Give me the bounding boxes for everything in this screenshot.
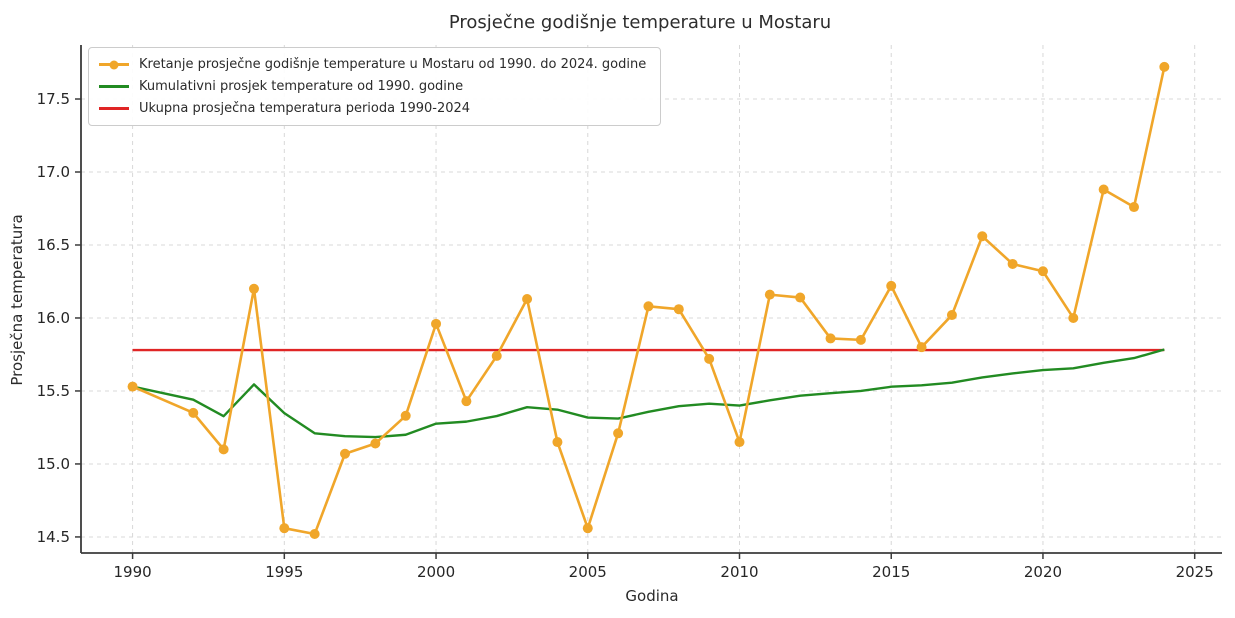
- annual-temperature-marker: [1128, 202, 1139, 213]
- y-tick-label: 16.5: [37, 236, 70, 254]
- cumulative-average-line: [132, 348, 1165, 439]
- annual-temperature-line: [132, 66, 1166, 536]
- annual-temperature-marker: [825, 333, 836, 344]
- annual-temperature-marker: [946, 310, 957, 321]
- annual-temperature-marker: [613, 428, 624, 439]
- annual-temperature-marker: [1159, 61, 1170, 72]
- annual-temperature-marker: [1098, 184, 1109, 195]
- annual-temperature-marker: [673, 304, 684, 315]
- legend-item-cumulative: Kumulativni prosjek temperature od 1990.…: [99, 79, 646, 94]
- annual-temperature-marker: [977, 231, 988, 242]
- annual-temperature-marker: [218, 444, 229, 455]
- legend: Kretanje prosječne godišnje temperature …: [88, 47, 662, 126]
- y-tick-label: 15.0: [37, 455, 70, 473]
- x-axis-label: Godina: [625, 587, 678, 605]
- annual-temperature-marker: [248, 283, 259, 294]
- axes: 1990 1995 2000 2005 2010 2015 2020 2025 14.5 15.0…: [37, 45, 1222, 581]
- annual-temperature-marker: [886, 280, 897, 291]
- legend-item-annual: Kretanje prosječne godišnje temperature …: [99, 57, 646, 72]
- y-tick-label: 17.0: [37, 163, 70, 181]
- y-tick-label: 14.5: [37, 528, 70, 546]
- annual-temperature-marker: [309, 529, 320, 540]
- annual-temperature-marker: [734, 437, 745, 448]
- legend-label-mean: Ukupna prosječna temperatura perioda 199…: [139, 101, 471, 116]
- y-tick-label: 17.5: [37, 90, 70, 108]
- annual-temperature-marker: [461, 396, 472, 407]
- legend-item-mean: Ukupna prosječna temperatura perioda 199…: [99, 101, 646, 116]
- annual-temperature-marker: [491, 350, 502, 361]
- mean-line-swatch-icon: [99, 107, 129, 110]
- annual-temperature-marker: [795, 292, 806, 303]
- data-series: [127, 61, 1170, 540]
- annual-temperature-marker: [188, 407, 199, 418]
- x-tick-label: 2010: [720, 563, 758, 581]
- annual-line-swatch-icon: [99, 60, 129, 69]
- annual-temperature-marker: [522, 294, 533, 304]
- annual-temperature-marker: [400, 410, 411, 421]
- annual-temperature-marker: [431, 318, 442, 329]
- annual-temperature-marker: [582, 523, 593, 534]
- x-tick-label: 2005: [569, 563, 607, 581]
- x-tick-label: 2000: [417, 563, 455, 581]
- annual-temperature-marker: [279, 523, 290, 534]
- annual-temperature-marker: [1068, 312, 1079, 323]
- annual-temperature-marker: [855, 334, 866, 345]
- annual-temperature-marker: [704, 353, 715, 364]
- legend-label-annual: Kretanje prosječne godišnje temperature …: [139, 57, 647, 72]
- annual-temperature-marker: [370, 438, 381, 449]
- y-tick-label: 15.5: [37, 382, 70, 400]
- chart-title: Prosječne godišnje temperature u Mostaru: [449, 12, 831, 33]
- annual-temperature-marker: [916, 342, 927, 353]
- annual-temperature-marker: [764, 289, 775, 300]
- cumulative-line-swatch-icon: [99, 85, 129, 88]
- x-tick-label: 1995: [265, 563, 303, 581]
- y-axis-label: Prosječna temperatura: [8, 214, 26, 385]
- x-tick-label: 2025: [1176, 563, 1214, 581]
- annual-temperature-marker: [340, 448, 351, 459]
- x-tick-label: 2020: [1024, 563, 1062, 581]
- annual-temperature-marker: [1037, 266, 1048, 277]
- annual-temperature-marker: [1007, 258, 1018, 269]
- x-tick-label: 2015: [872, 563, 910, 581]
- legend-label-cumulative: Kumulativni prosjek temperature od 1990.…: [139, 79, 464, 94]
- annual-temperature-marker: [643, 301, 654, 312]
- y-tick-label: 16.0: [37, 309, 70, 327]
- annual-temperature-marker: [552, 437, 563, 448]
- x-tick-label: 1990: [113, 563, 151, 581]
- annual-temperature-marker: [127, 381, 138, 392]
